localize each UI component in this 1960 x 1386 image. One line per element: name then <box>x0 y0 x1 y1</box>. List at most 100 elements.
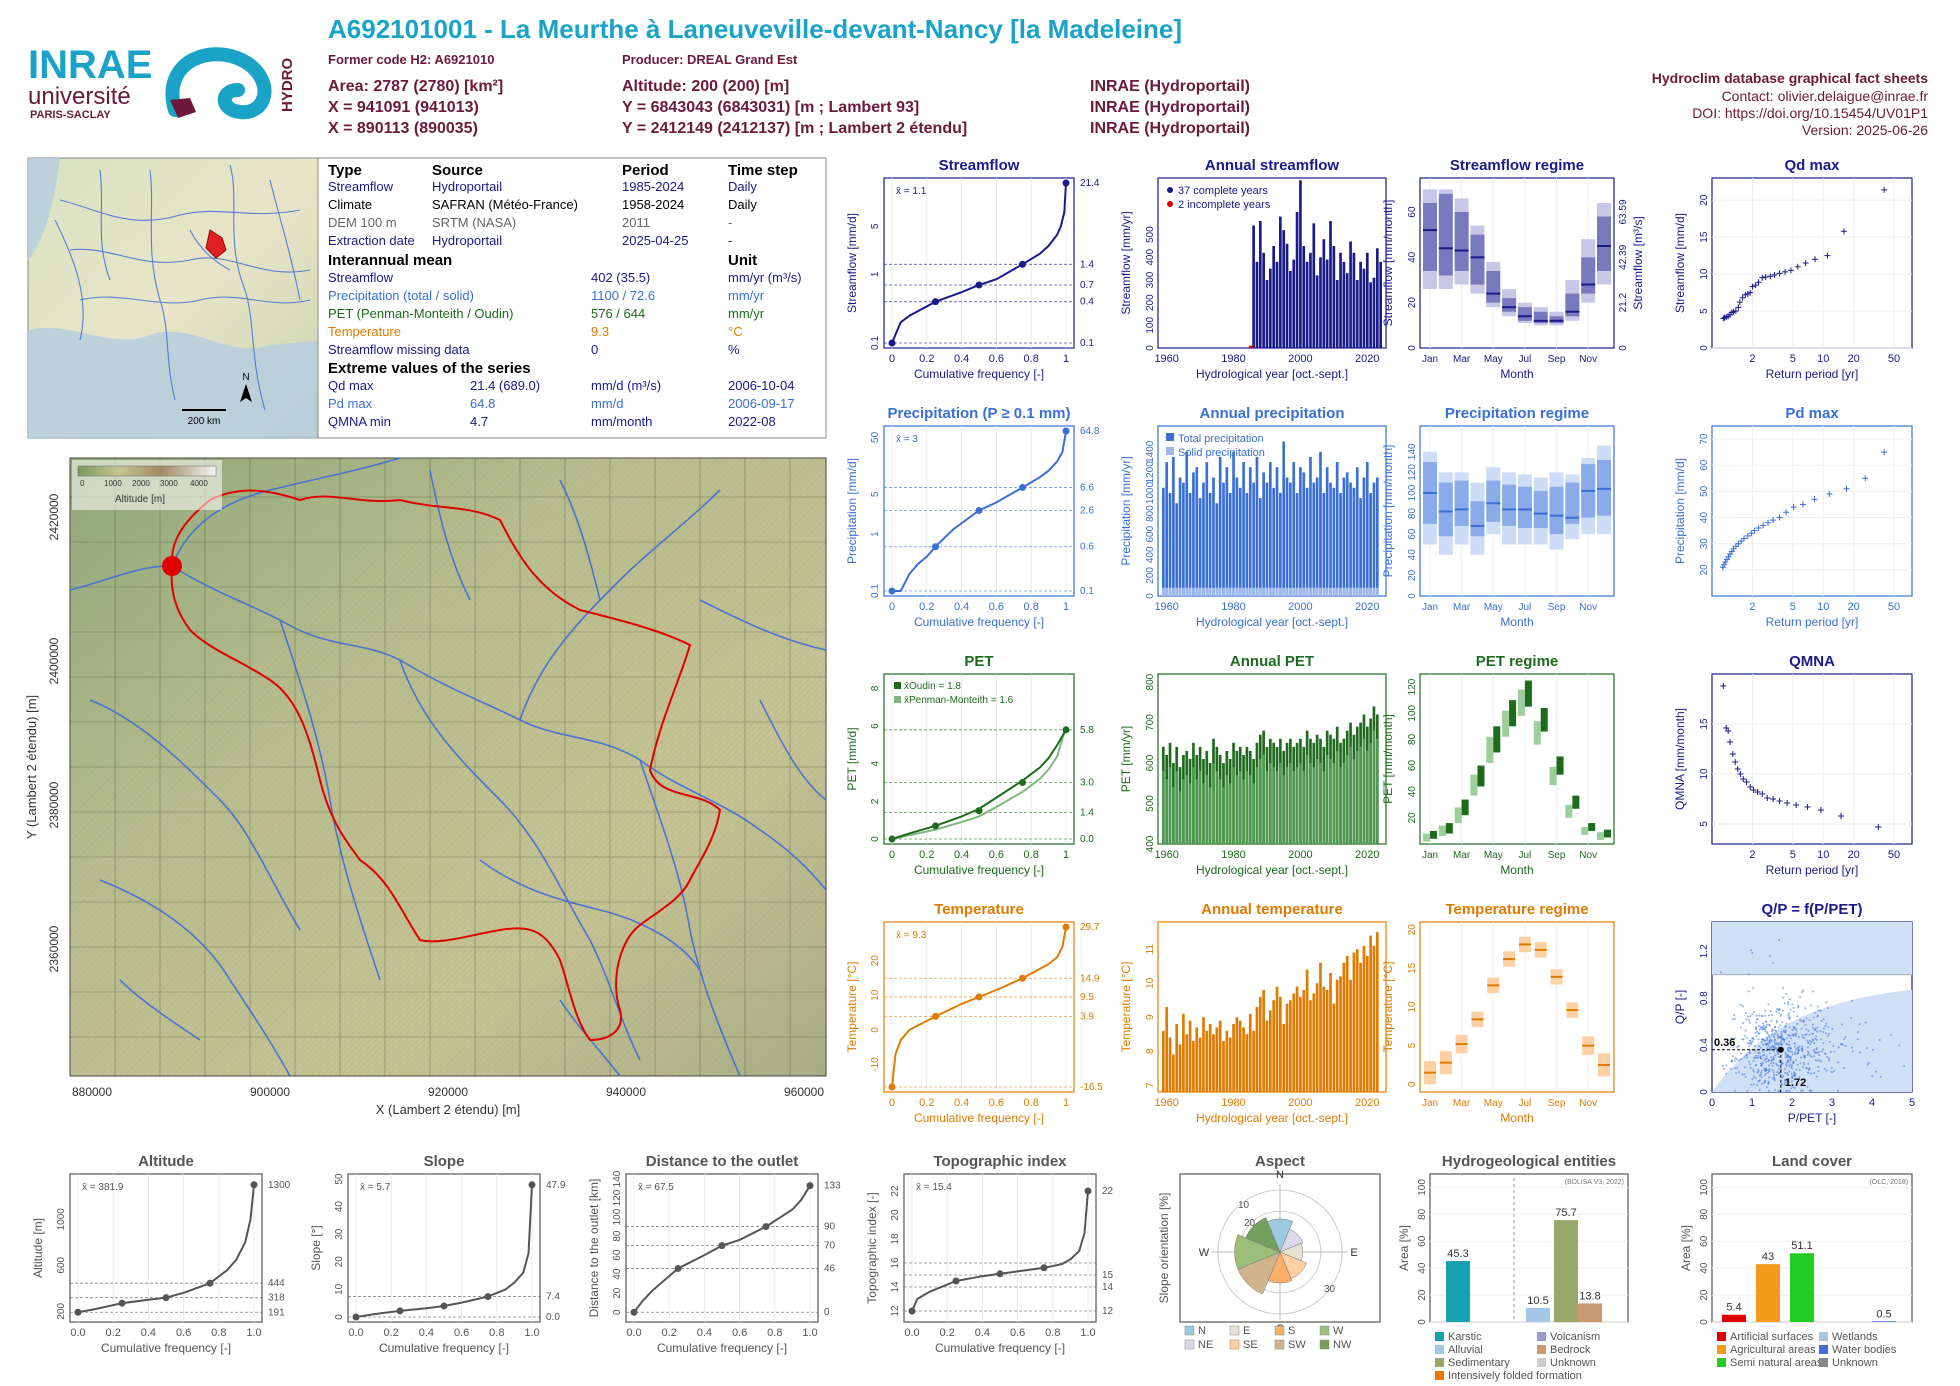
annual-bar <box>1252 1030 1255 1092</box>
scatter-point <box>1777 1073 1780 1076</box>
data-point <box>1770 796 1777 802</box>
box-iqr <box>1470 234 1485 285</box>
mean-label: x̄ = 5.7 <box>360 1182 391 1193</box>
scatter-point <box>1795 1068 1798 1071</box>
scatter-point <box>1790 1050 1793 1053</box>
annual-bar <box>1258 996 1262 1092</box>
annual-bar-b <box>1162 771 1165 844</box>
solid-precip-bar <box>1225 587 1229 596</box>
y-tick-label-right: -16.5 <box>1080 1082 1103 1093</box>
scatter-point <box>1815 1035 1818 1038</box>
y-tick-label: 80 <box>1417 1208 1428 1220</box>
header-timestep: Time step <box>728 162 798 179</box>
catchment-marker <box>205 229 227 259</box>
y-tick-label: 0.1 <box>870 336 881 350</box>
scatter-point <box>1761 1054 1764 1057</box>
scatter-point <box>1749 1015 1752 1018</box>
y-tick-label: 40 <box>1699 512 1710 524</box>
legend-swatch <box>1819 1358 1828 1367</box>
y-tick-label-right: 0.0 <box>1080 834 1094 845</box>
x-tick-label: 0.4 <box>975 1327 990 1339</box>
annual-bar <box>1262 252 1265 348</box>
mean-unit: mm/yr <box>728 306 765 321</box>
legend-swatch <box>1435 1371 1444 1380</box>
annual-bar-b <box>1355 750 1359 844</box>
doi-link[interactable]: DOI: https://doi.org/10.15454/UV01P1 <box>1692 105 1928 121</box>
x-axis-label: Hydrological year [oct.-sept.] <box>1196 863 1348 877</box>
scatter-point <box>1817 1009 1820 1012</box>
scatter-point <box>1820 1019 1823 1022</box>
annual-bar <box>1299 180 1302 348</box>
scatter-point <box>1844 1035 1847 1038</box>
scatter-point <box>1775 1048 1778 1051</box>
extreme-unit: mm/d (m³/s) <box>591 378 661 393</box>
scatter-point <box>1748 1051 1751 1054</box>
x-tick-label: 0.8 <box>211 1327 226 1339</box>
x-tick-label: 1980 <box>1221 601 1245 613</box>
scatter-point <box>1822 1027 1825 1030</box>
x-tick-label: 0.2 <box>384 1327 399 1339</box>
category-bar <box>1578 1303 1602 1322</box>
scatter-point <box>1833 1050 1836 1053</box>
scatter-point <box>1790 1087 1793 1090</box>
scatter-point <box>1765 1025 1768 1028</box>
y-tick-label: 20 <box>1407 569 1418 581</box>
solid-precip-bar <box>1289 587 1292 596</box>
quantile-point <box>975 807 983 815</box>
x-tick-label: 0.6 <box>989 601 1004 613</box>
scatter-point <box>1748 1019 1751 1022</box>
annual-bar <box>1178 477 1182 596</box>
data-point <box>1811 496 1818 503</box>
annual-bar <box>1252 482 1255 596</box>
row-streamflow-step: Daily <box>728 179 757 194</box>
scatter-point <box>1739 1052 1742 1055</box>
annual-bar <box>1232 451 1235 596</box>
annual-bar <box>1365 462 1369 596</box>
quantile-point <box>718 1242 726 1250</box>
y-tick-label: 100 <box>1145 317 1156 334</box>
scatter-point <box>1770 1030 1773 1033</box>
y-tick-label-right: 0.1 <box>1080 586 1094 597</box>
annual-bar <box>1265 482 1269 596</box>
solid-precip-bar <box>1192 587 1195 596</box>
x-tick-label: 10 <box>1817 849 1829 861</box>
y-tick-label: 40 <box>1407 251 1418 263</box>
x-tick-label: 0.6 <box>454 1327 469 1339</box>
scatter-point <box>1788 1012 1791 1015</box>
y-tick-label: 800 <box>1145 673 1156 690</box>
legend-swatch <box>1184 1325 1195 1336</box>
scatter-point <box>1818 1054 1821 1057</box>
scatter-point <box>1773 1032 1776 1035</box>
scatter-point <box>1768 955 1771 958</box>
scatter-point <box>1802 1061 1805 1064</box>
x-tick-label: 0.8 <box>1024 849 1039 861</box>
scatter-point <box>1819 1009 1822 1012</box>
y-tick-label: 400 <box>1145 249 1156 266</box>
scatter-point <box>1797 1006 1800 1009</box>
box-whisker <box>1565 280 1580 321</box>
y-tick-label: 200 <box>1145 567 1156 584</box>
scatter-point <box>1747 973 1750 976</box>
scatter-point <box>1816 1059 1819 1062</box>
x-tick-label: 1980 <box>1221 849 1245 861</box>
scatter-point <box>1842 1066 1845 1069</box>
y-tick-label: 30 <box>334 1228 345 1240</box>
extreme-rows: Qd max 21.4 (689.0) mm/d (m³/s) 2006-10-… <box>328 378 795 429</box>
mean-y-label: 0.36 <box>1714 1037 1735 1049</box>
scatter-point <box>1784 1072 1787 1075</box>
data-point <box>1759 791 1766 797</box>
scatter-point <box>1742 1022 1745 1025</box>
annual-bar-b <box>1285 767 1289 844</box>
header-period: Period <box>622 162 669 179</box>
quantile-point <box>162 1294 170 1302</box>
annual-bar <box>1268 1010 1272 1092</box>
box-b <box>1533 721 1541 745</box>
box-a <box>1445 823 1453 834</box>
mean-unit: °C <box>728 324 743 339</box>
legend-label: Volcanism <box>1550 1331 1600 1343</box>
scatter-point <box>1770 1040 1773 1043</box>
contact[interactable]: Contact: olivier.delaigue@inrae.fr <box>1722 88 1929 104</box>
scatter-point <box>1780 1040 1783 1043</box>
